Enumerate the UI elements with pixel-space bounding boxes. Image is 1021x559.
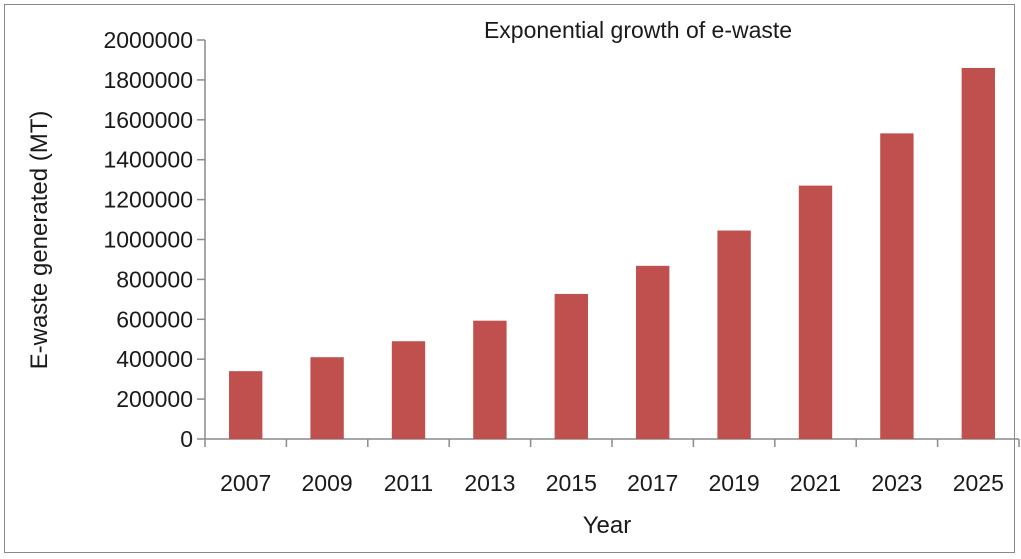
y-tick-label: 2000000 bbox=[103, 27, 193, 53]
x-tick-label: 2009 bbox=[302, 470, 353, 496]
bar-2013 bbox=[473, 320, 507, 439]
bar-2017 bbox=[636, 265, 670, 439]
bar-2021 bbox=[798, 185, 833, 439]
y-tick-label: 1000000 bbox=[103, 227, 193, 253]
x-tick-label: 2019 bbox=[709, 470, 760, 496]
x-tick-label: 2007 bbox=[220, 470, 271, 496]
bar-2015 bbox=[554, 293, 588, 439]
chart-frame bbox=[4, 4, 1015, 553]
y-axis-title: E-waste generated (MT) bbox=[26, 111, 53, 370]
y-tick-label: 1200000 bbox=[103, 187, 193, 213]
y-tick-label: 0 bbox=[180, 426, 193, 452]
y-axis: 0 200000 400000 600000 800000 1000000 1200000 1… bbox=[103, 27, 206, 452]
x-tick-label: 2015 bbox=[546, 470, 597, 496]
y-tick-label: 1800000 bbox=[103, 67, 193, 93]
bar-2007 bbox=[229, 371, 263, 439]
bar-2025 bbox=[961, 67, 995, 440]
x-tick-label: 2023 bbox=[871, 470, 922, 496]
x-tick-label: 2021 bbox=[790, 470, 841, 496]
y-tick-label: 1600000 bbox=[103, 107, 193, 133]
y-tick-label: 800000 bbox=[116, 266, 193, 292]
bar-2009 bbox=[310, 357, 344, 439]
bar-2019 bbox=[717, 230, 751, 439]
x-axis-title: Year bbox=[583, 512, 632, 539]
x-axis: 2007 2009 2011 2013 2015 2017 2019 2021 2023 2025 bbox=[204, 438, 1020, 496]
bar-2011 bbox=[391, 341, 426, 439]
y-tick-label: 1400000 bbox=[103, 147, 193, 173]
y-tick-label: 600000 bbox=[116, 306, 193, 332]
bars bbox=[229, 67, 995, 440]
x-tick-label: 2013 bbox=[464, 470, 515, 496]
y-tick-label: 400000 bbox=[116, 346, 193, 372]
y-tick-label: 200000 bbox=[116, 386, 193, 412]
x-tick-label: 2025 bbox=[953, 470, 1004, 496]
x-tick-label: 2011 bbox=[384, 470, 433, 496]
chart-title: Exponential growth of e-waste bbox=[484, 17, 792, 43]
bar-2023 bbox=[880, 133, 914, 439]
x-tick-label: 2017 bbox=[627, 470, 678, 496]
